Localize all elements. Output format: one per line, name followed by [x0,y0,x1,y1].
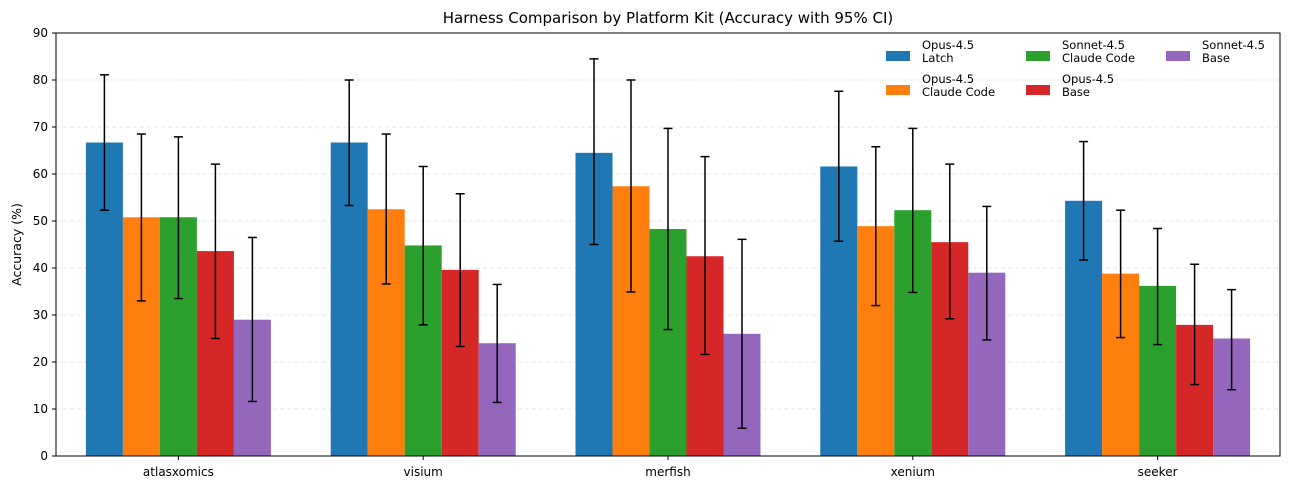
x-tick-label: atlasxomics [143,465,214,479]
y-tick-label: 70 [33,120,48,134]
y-tick-label: 20 [33,355,48,369]
legend-swatch [886,51,910,61]
legend-swatch [1026,51,1050,61]
y-tick-label: 10 [33,402,48,416]
chart-title: Harness Comparison by Platform Kit (Accu… [443,9,893,27]
legend-swatch [886,85,910,95]
legend-label: Opus-4.5 Latch [922,38,974,65]
axis-layer: 0 10 20 30 40 50 60 70 80 90 atlasxomics visium merf… [33,26,1178,479]
y-tick-label: 50 [33,214,48,228]
error-bar-layer [99,58,1237,430]
legend-label: Sonnet-4.5 Claude Code [1062,38,1135,65]
x-tick-label: xenium [891,465,935,479]
x-tick-label: seeker [1138,465,1178,479]
y-tick-label: 90 [33,26,48,40]
y-tick-label: 40 [33,261,48,275]
legend-label: Sonnet-4.5 Base [1202,38,1265,65]
y-axis-label: Accuracy (%) [9,203,24,286]
y-tick-label: 30 [33,308,48,322]
x-tick-label: visium [404,465,443,479]
legend-label: Opus-4.5 Claude Code [922,72,995,99]
x-tick-label: merfish [645,465,690,479]
legend-label: Opus-4.5 Base [1062,72,1114,99]
legend-swatch [1026,85,1050,95]
y-tick-label: 0 [40,449,48,463]
legend: Opus-4.5 Latch Opus-4.5 Claude Code Sonnet-4… [886,38,1265,99]
y-tick-label: 80 [33,73,48,87]
y-tick-label: 60 [33,167,48,181]
legend-swatch [1166,51,1190,61]
